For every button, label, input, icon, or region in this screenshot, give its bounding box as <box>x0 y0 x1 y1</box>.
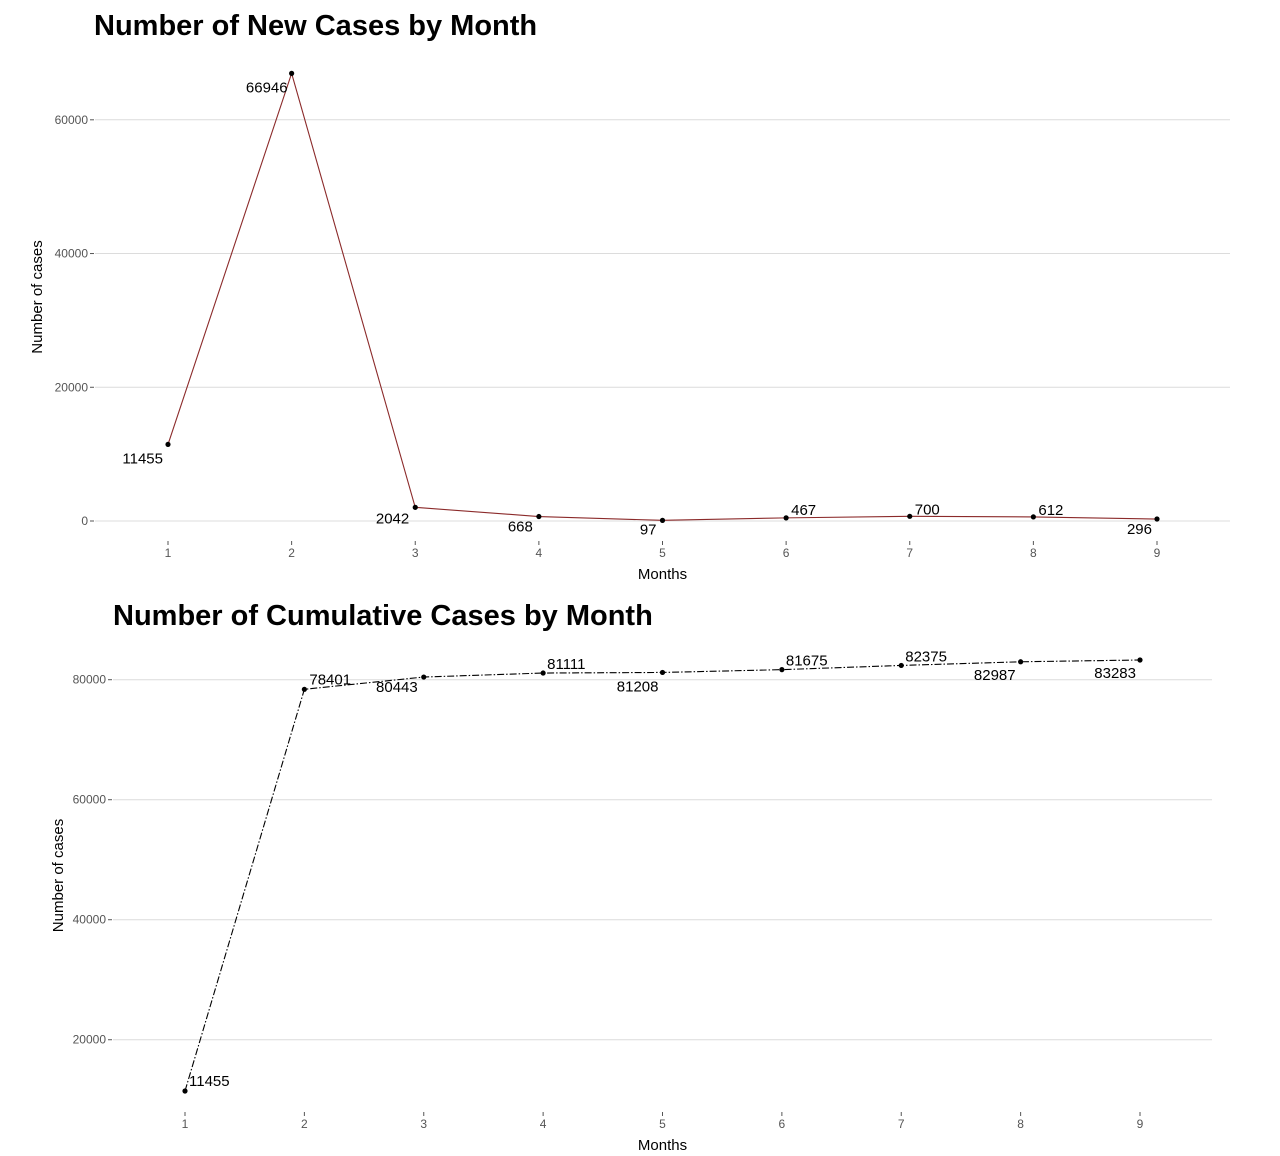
x-tick-label: 3 <box>420 1117 427 1131</box>
cumulative-cases-plot: 20000 40000 60000 80000 1 2 3 4 5 6 7 8 9 Months Numbe… <box>50 648 1212 1154</box>
x-tick-label: 9 <box>1154 546 1161 560</box>
chart-title-new-cases: Number of New Cases by Month <box>94 10 538 42</box>
cumulative-cases-data-point <box>898 662 904 669</box>
x-axis-title: Months <box>638 1137 687 1154</box>
new-cases-data-point <box>907 513 913 519</box>
x-tick-label: 7 <box>906 546 913 560</box>
new-cases-chart: Number of New Cases by Month 0 20000 40000… <box>29 10 1230 580</box>
new-cases-data-label: 2042 <box>376 510 409 527</box>
new-cases-series-line <box>167 71 1158 521</box>
x-tick-label: 4 <box>536 546 543 560</box>
x-tick-label: 7 <box>898 1117 905 1131</box>
cumulative-cases-data-point <box>182 1088 188 1094</box>
x-tick-label: 2 <box>301 1117 308 1131</box>
cumulative-cases-data-label: 82987 <box>974 667 1016 684</box>
x-tick-label: 5 <box>659 546 666 560</box>
new-cases-data-label: 668 <box>508 519 533 536</box>
cumulative-cases-series-line <box>184 659 1141 1092</box>
x-tick-label: 6 <box>783 546 790 560</box>
cumulative-cases-chart: Number of Cumulative Cases by Month 2000… <box>0 590 1280 1156</box>
cumulative-cases-data-point <box>1137 657 1143 663</box>
cumulative-cases-data-point <box>779 667 785 673</box>
new-cases-data-point <box>659 517 666 523</box>
cumulative-cases-data-point <box>1018 659 1024 665</box>
cumulative-cases-data-label: 81111 <box>547 656 585 673</box>
cumulative-cases-data-label: 81208 <box>617 678 659 695</box>
x-tick-label: 3 <box>412 546 419 560</box>
cumulative-cases-data-point <box>659 669 666 676</box>
new-cases-data-label: 296 <box>1127 521 1152 538</box>
new-cases-data-point <box>1154 516 1160 522</box>
new-cases-data-label: 700 <box>915 501 940 518</box>
cumulative-cases-data-label: 81675 <box>786 653 828 670</box>
cumulative-cases-data-point <box>540 670 546 676</box>
y-tick-label: 0 <box>81 514 88 528</box>
new-cases-data-label: 66946 <box>246 79 288 96</box>
y-tick-label: 20000 <box>73 1033 107 1047</box>
y-tick-label: 40000 <box>73 913 107 927</box>
new-cases-data-point <box>1030 514 1036 520</box>
new-cases-data-point <box>412 504 418 510</box>
y-tick-label: 20000 <box>55 380 89 394</box>
cumulative-cases-data-point <box>301 686 307 692</box>
x-tick-label: 1 <box>182 1117 189 1131</box>
x-tick-label: 5 <box>659 1117 666 1131</box>
y-tick-label: 40000 <box>55 247 89 261</box>
new-cases-data-label: 612 <box>1038 502 1063 519</box>
cumulative-cases-data-label: 80443 <box>376 679 418 696</box>
new-cases-data-label: 11455 <box>122 450 163 467</box>
new-cases-data-label: 97 <box>640 521 657 538</box>
new-cases-data-point <box>289 70 295 76</box>
cumulative-cases-data-point <box>421 674 427 680</box>
x-tick-label: 2 <box>288 546 295 560</box>
new-cases-data-point <box>536 513 542 520</box>
new-cases-data-point <box>783 515 789 521</box>
y-tick-label: 60000 <box>55 113 89 127</box>
cumulative-cases-data-label: 78401 <box>309 671 351 688</box>
x-tick-label: 4 <box>540 1117 547 1131</box>
x-tick-label: 1 <box>165 546 172 560</box>
y-tick-label: 80000 <box>73 673 107 687</box>
y-tick-label: 60000 <box>73 793 107 807</box>
y-axis-title: Number of cases <box>29 240 46 353</box>
new-cases-plot: 0 20000 40000 60000 1 2 3 4 5 6 7 8 9 Months Number of… <box>29 70 1230 580</box>
x-tick-label: 9 <box>1137 1117 1144 1131</box>
chart-title-cumulative-cases: Number of Cumulative Cases by Month <box>113 600 653 632</box>
x-tick-label: 8 <box>1017 1117 1024 1131</box>
x-tick-label: 8 <box>1030 546 1037 560</box>
cumulative-cases-data-label: 11455 <box>189 1073 230 1090</box>
cumulative-cases-data-label: 82375 <box>905 648 947 665</box>
x-axis-title: Months <box>638 566 687 580</box>
new-cases-data-label: 467 <box>791 502 816 519</box>
y-axis-title: Number of cases <box>50 819 67 932</box>
x-tick-label: 6 <box>779 1117 786 1131</box>
cumulative-cases-data-label: 83283 <box>1094 665 1136 682</box>
new-cases-data-point <box>165 441 171 448</box>
